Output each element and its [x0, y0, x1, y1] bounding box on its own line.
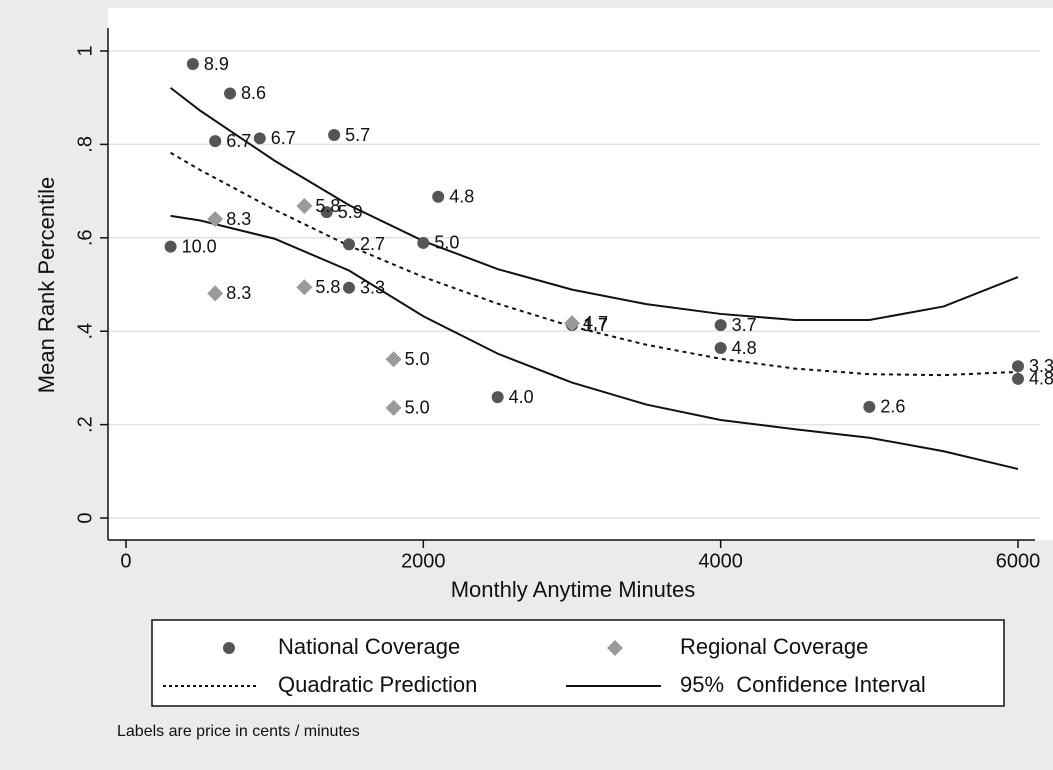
- point-label: 4.8: [1029, 369, 1053, 389]
- legend-label: 95% Confidence Interval: [680, 672, 926, 697]
- point-label: 5.0: [405, 349, 430, 369]
- diamond-point: [296, 198, 313, 215]
- point-label: 8.3: [226, 209, 251, 229]
- point-label: 1.7: [583, 315, 608, 335]
- point-label: 4.7: [583, 313, 608, 333]
- point-label: 8.3: [226, 283, 251, 303]
- circle-point: [1011, 360, 1024, 373]
- diamond-point: [385, 351, 402, 368]
- diamond-point: [207, 211, 224, 228]
- point-label: 5.9: [338, 202, 363, 222]
- legend-box: [151, 619, 1005, 707]
- y-tick-label: 0: [74, 512, 96, 523]
- x-tick-label: 2000: [401, 550, 446, 572]
- point-label: 6.7: [271, 128, 296, 148]
- circle-point: [224, 87, 237, 100]
- y-tick-label: 1: [74, 45, 96, 56]
- circle-point: [209, 135, 222, 148]
- x-tick-label: 0: [120, 550, 131, 572]
- circle-point: [342, 238, 355, 251]
- legend-label: Quadratic Prediction: [278, 672, 477, 697]
- x-axis-title: Monthly Anytime Minutes: [451, 577, 696, 602]
- point-label: 2.7: [360, 234, 385, 254]
- point-label: 8.6: [241, 83, 266, 103]
- circle-point: [223, 642, 235, 654]
- plot-area: [108, 8, 1053, 540]
- point-label: 3.7: [732, 315, 757, 335]
- line-upper: [169, 87, 1019, 322]
- y-tick-label: .2: [74, 416, 96, 433]
- legend-label: Regional Coverage: [680, 634, 868, 659]
- diamond-point: [207, 285, 224, 302]
- point-label: 8.9: [204, 54, 229, 74]
- circle-point: [342, 281, 355, 294]
- point-label: 5.0: [434, 233, 459, 253]
- circle-point: [164, 240, 177, 253]
- circle-point: [714, 342, 727, 355]
- circle-point: [714, 319, 727, 332]
- y-tick-label: .4: [74, 323, 96, 340]
- point-label: 3.3: [360, 278, 385, 298]
- point-label: 6.7: [226, 131, 251, 151]
- circle-point: [253, 132, 266, 145]
- point-label: 4.0: [509, 387, 534, 407]
- circle-point: [1011, 372, 1024, 385]
- point-label: 5.7: [345, 125, 370, 145]
- legend-label: National Coverage: [278, 634, 460, 659]
- note: Labels are price in cents / minutes: [117, 723, 360, 740]
- circle-point: [491, 391, 504, 404]
- point-label: 10.0: [182, 236, 217, 256]
- point-label: 5.8: [315, 196, 340, 216]
- x-tick-label: 4000: [698, 550, 743, 572]
- circle-point: [417, 236, 430, 249]
- diamond-point: [563, 315, 580, 332]
- circle-point: [863, 400, 876, 413]
- y-axis-title: Mean Rank Percentile: [34, 177, 59, 393]
- y-tick-label: .6: [74, 229, 96, 246]
- point-label: 4.8: [449, 186, 474, 206]
- point-label: 5.0: [405, 398, 430, 418]
- point-label: 5.8: [315, 277, 340, 297]
- point-label: 3.3: [1029, 356, 1053, 376]
- circle-point: [432, 190, 445, 203]
- diamond-point: [385, 399, 402, 416]
- x-tick-label: 6000: [996, 550, 1041, 572]
- y-tick-label: .8: [74, 136, 96, 153]
- circle-point: [186, 58, 199, 71]
- circle-point: [328, 129, 341, 142]
- circle-point: [320, 206, 333, 219]
- point-label: 2.6: [880, 397, 905, 417]
- line-lower: [170, 214, 1019, 470]
- diamond-point: [296, 279, 313, 296]
- point-label: 4.8: [732, 338, 757, 358]
- diamond-point: [607, 640, 623, 656]
